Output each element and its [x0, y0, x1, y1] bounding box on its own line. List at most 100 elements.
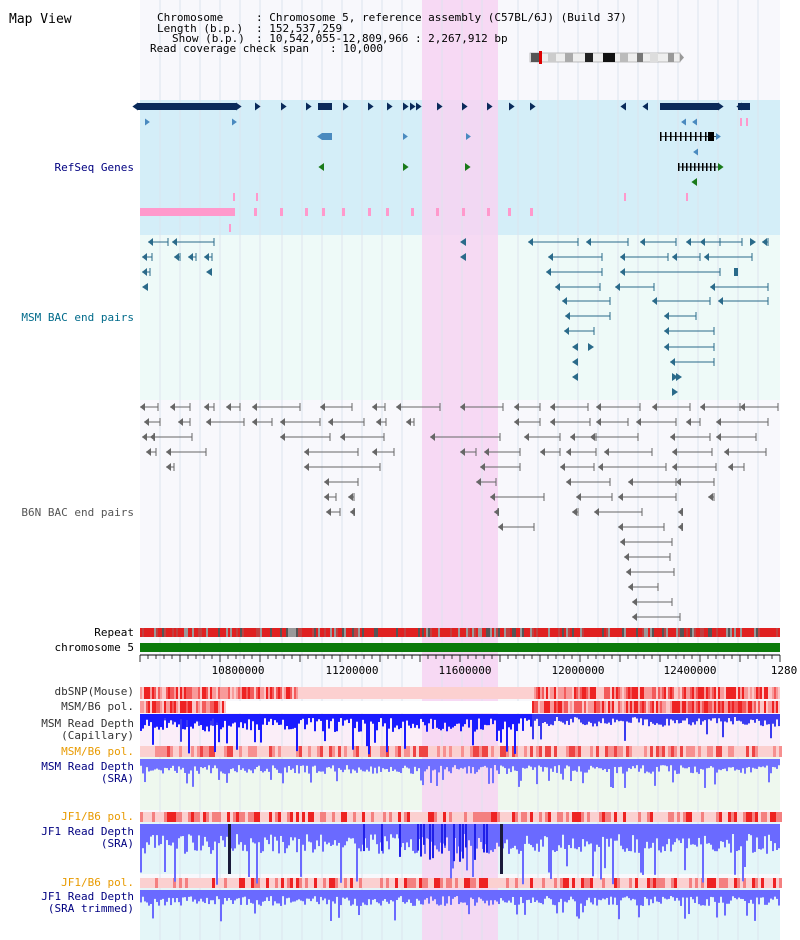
heat-cell [482, 687, 484, 699]
repeat-segment [150, 628, 152, 637]
heat-cell [332, 812, 335, 822]
depth-bar [734, 890, 736, 899]
gene-tick [740, 118, 742, 126]
depth-bar [208, 890, 210, 905]
b6n-bac-track[interactable] [140, 403, 779, 621]
heat-cell [308, 878, 310, 888]
msm-bac-track[interactable] [142, 238, 769, 396]
repeat-segment [732, 628, 734, 637]
depth-bar [381, 824, 383, 851]
heat-cell [272, 878, 274, 888]
heat-cell [420, 701, 422, 713]
heat-cell [682, 878, 684, 888]
heat-cell [252, 687, 254, 699]
heat-cell [428, 746, 430, 757]
depth-bar [764, 824, 766, 837]
repeat-segment [666, 628, 668, 637]
selected-region-highlight[interactable] [422, 0, 498, 940]
heat-cell [248, 687, 250, 699]
depth-bar [270, 824, 272, 835]
depth-bar [436, 824, 438, 850]
heat-cell [737, 878, 740, 888]
exon [706, 163, 708, 171]
heat-cell [636, 746, 638, 757]
heat-cell [186, 701, 188, 713]
bac-end [672, 448, 677, 456]
depth-bar [198, 824, 200, 836]
depth-bar [398, 714, 400, 730]
depth-bar [674, 890, 676, 901]
heat-cell [594, 878, 596, 888]
repeat-segment [540, 628, 542, 637]
depth-bar [174, 714, 176, 722]
heat-cell [674, 701, 676, 713]
heat-cell [200, 746, 203, 757]
depth-bar [482, 714, 484, 730]
depth-bar [360, 714, 362, 732]
heat-cell [358, 812, 360, 822]
depth-bar [712, 890, 714, 898]
b6n-bac-label[interactable]: B6N BAC end pairs [21, 506, 134, 519]
depth-bar [432, 824, 434, 859]
heat-cell [706, 701, 708, 713]
heat-cell [770, 687, 772, 699]
heat-cell [534, 812, 536, 822]
depth-bar [398, 890, 400, 898]
chromosome-ideogram[interactable] [529, 51, 684, 64]
depth-bar [212, 714, 214, 719]
repeat-segment [404, 628, 406, 637]
depth-bar [692, 714, 694, 723]
heat-cell [164, 701, 166, 713]
heat-cell [206, 746, 209, 757]
depth-bar [688, 759, 690, 768]
heat-cell [510, 701, 512, 713]
depth-bar [212, 714, 214, 726]
depth-bar [772, 824, 774, 852]
variant-depth-tracks[interactable] [140, 687, 782, 922]
depth-bar [460, 714, 462, 732]
depth-bar [270, 759, 272, 780]
depth-bar [738, 824, 740, 851]
heat-cell [478, 701, 480, 713]
depth-bar [212, 890, 214, 901]
refseq-genes-track[interactable] [132, 102, 750, 233]
repeat-segment [176, 628, 178, 637]
heat-cell [539, 812, 542, 822]
msm-bac-label[interactable]: MSM BAC end pairs [21, 311, 134, 324]
heat-cell [548, 878, 550, 888]
heat-cell [712, 812, 714, 822]
bac-end [142, 433, 147, 441]
depth-bar [260, 890, 262, 906]
heat-cell [160, 687, 162, 699]
depth-bar [142, 759, 144, 774]
repeat-segment [156, 628, 158, 637]
gene-arrow [343, 102, 349, 111]
heat-cell [468, 746, 470, 757]
heat-cell [510, 687, 512, 699]
heat-cell [173, 812, 176, 822]
refseq-label[interactable]: RefSeq Genes [55, 161, 134, 174]
depth-bar [472, 759, 474, 768]
heat-cell [624, 701, 626, 713]
repeat-segment [174, 628, 176, 637]
gene-arrow [736, 102, 742, 111]
bac-end [590, 433, 595, 441]
heat-cell [562, 701, 564, 713]
bac-end [672, 388, 678, 396]
heat-cell [773, 878, 776, 888]
depth-bar [328, 759, 330, 768]
heat-cell [758, 812, 760, 822]
repeat-segment [556, 628, 558, 637]
repeat-track[interactable] [140, 628, 780, 637]
depth-bar [490, 824, 492, 851]
heat-cell [234, 746, 236, 757]
heat-cell [719, 746, 722, 757]
chromosome-bar[interactable] [140, 643, 780, 652]
repeat-segment [250, 628, 252, 637]
depth-bar [306, 824, 308, 835]
bac-end [628, 583, 633, 591]
heat-cell [666, 878, 668, 888]
heat-cell [318, 878, 320, 888]
heat-cell [698, 812, 700, 822]
repeat-segment [220, 628, 222, 637]
